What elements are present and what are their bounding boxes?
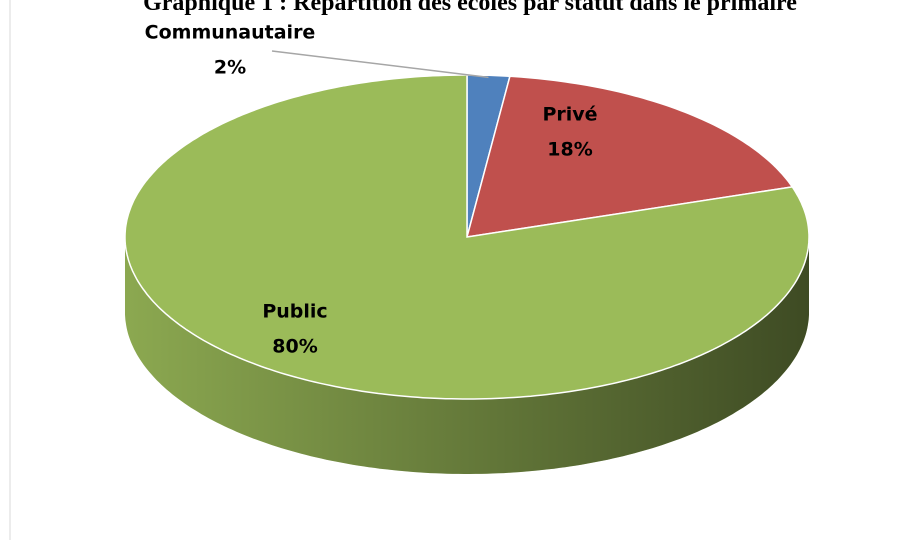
data-label-name: Communautaire [145,22,316,44]
data-label-value: 18% [547,139,592,161]
chart-frame [9,0,11,540]
data-label-name: Privé [542,104,597,126]
chart-title: Graphique 1 : Répartition des écoles par… [143,0,797,16]
data-label-name: Public [262,301,327,323]
pie-slice [124,74,810,400]
data-label-value: 2% [214,57,246,79]
pie-slice [465,75,794,238]
data-label-value: 80% [272,336,317,358]
pie: Communautaire 2% Privé 18% Public 80% [124,22,810,474]
pie-side-shade [125,237,809,474]
leader-line [271,50,489,79]
